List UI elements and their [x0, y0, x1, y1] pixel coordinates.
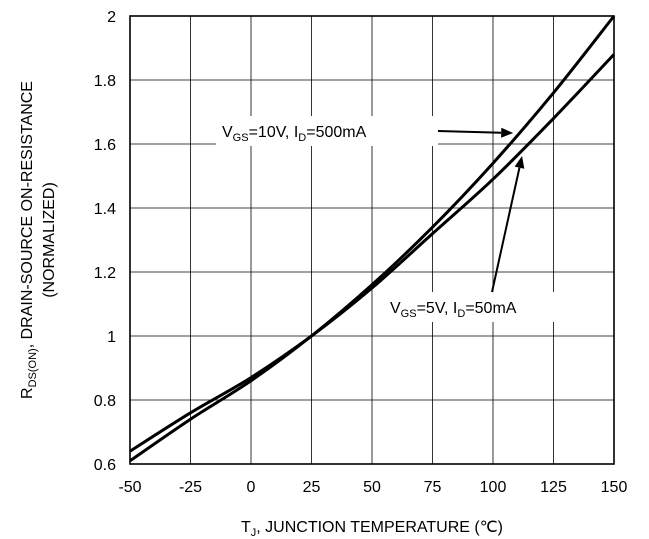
annotation-vgs-5v: VGS=5V, ID=50mA [384, 292, 570, 322]
y-tick-labels: 0.6 0.8 1 1.2 1.4 1.6 1.8 2 [94, 9, 116, 474]
svg-text:RDS(ON), DRAIN-SOURCE ON-RESIS: RDS(ON), DRAIN-SOURCE ON-RESISTANCE [19, 81, 39, 399]
series-line-vgs-10v [129, 15, 616, 463]
series-line-vgs-5v [129, 53, 616, 453]
y-tick-label: 1.2 [94, 265, 116, 282]
arrow-vgs-5v [491, 156, 525, 293]
svg-text:VGS=5V, ID=50mA: VGS=5V, ID=50mA [390, 300, 517, 320]
svg-text:(NORMALIZED): (NORMALIZED) [41, 182, 58, 298]
y-tick-label: 1.4 [94, 201, 116, 218]
y-tick-label: 1.6 [94, 137, 116, 154]
y-tick-label: 1.8 [94, 73, 116, 90]
y-tick-label: 2 [107, 9, 116, 26]
annotation-arrows [437, 127, 525, 293]
y-tick-label: 1 [107, 329, 116, 346]
x-tick-label: 100 [480, 479, 507, 496]
y-tick-label: 0.8 [94, 393, 116, 410]
grid [129, 15, 615, 465]
x-tick-label: 0 [247, 479, 256, 496]
x-tick-labels: -50 -25 0 25 50 75 100 125 150 [118, 479, 627, 496]
series-group [129, 15, 616, 463]
x-axis-label: TJ, JUNCTION TEMPERATURE (℃) [241, 519, 503, 539]
svg-text:VGS=10V, ID=500mA: VGS=10V, ID=500mA [222, 124, 367, 144]
y-axis-label: RDS(ON), DRAIN-SOURCE ON-RESISTANCE (NOR… [19, 81, 58, 399]
arrow-vgs-10v [437, 127, 514, 138]
x-tick-label: -25 [179, 479, 202, 496]
x-tick-label: -50 [118, 479, 141, 496]
annotation-vgs-10v: VGS=10V, ID=500mA [216, 116, 438, 146]
y-tick-label: 0.6 [94, 457, 116, 474]
x-tick-label: 50 [363, 479, 381, 496]
x-tick-label: 150 [601, 479, 628, 496]
x-tick-label: 75 [424, 479, 442, 496]
x-tick-label: 25 [303, 479, 321, 496]
x-tick-label: 125 [540, 479, 567, 496]
plot-frame [129, 15, 615, 465]
